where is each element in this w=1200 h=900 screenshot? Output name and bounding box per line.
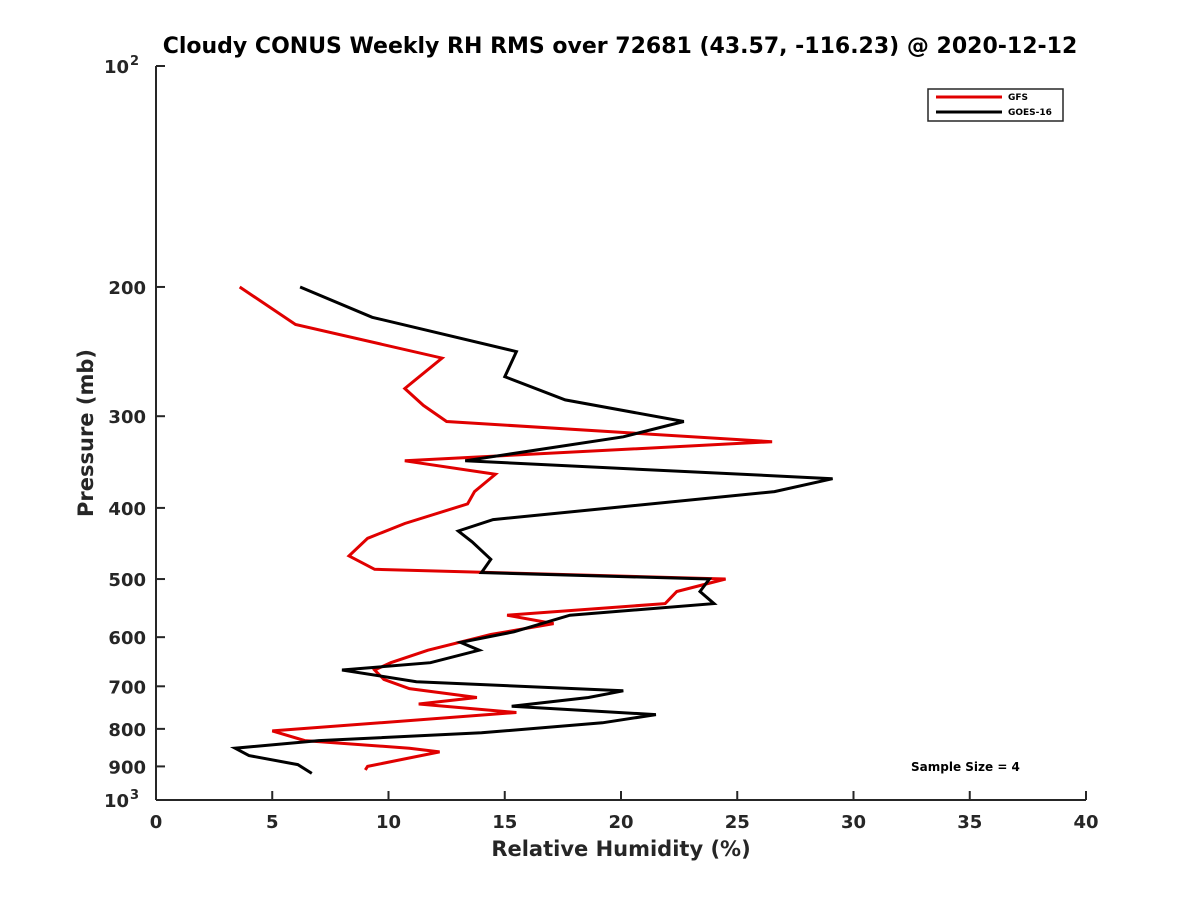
y-tick-label: 200 [108, 278, 146, 299]
legend: GFS GOES-16 [927, 88, 1064, 122]
y-tick-base: 10 [104, 57, 129, 78]
chart-title: Cloudy CONUS Weekly RH RMS over 72681 (4… [163, 34, 1078, 59]
x-tick-label: 15 [492, 812, 517, 833]
sample-size-annotation: Sample Size = 4 [911, 760, 1020, 774]
x-tick-label: 20 [608, 812, 633, 833]
series-line-gfs [238, 285, 773, 771]
y-axis-label: Pressure (mb) [74, 349, 98, 517]
x-tick-label: 5 [266, 812, 279, 833]
y-tick-label: 800 [108, 720, 146, 741]
y-tick-label: 10 [104, 791, 129, 812]
x-tick-label: 10 [376, 812, 401, 833]
y-tick-exponent: 2 [130, 54, 139, 69]
y-tick-label: 400 [108, 499, 146, 520]
x-tick-label: 35 [957, 812, 982, 833]
legend-label-goes16: GOES-16 [1008, 108, 1052, 118]
x-tick-label: 30 [841, 812, 866, 833]
y-tick-label: 300 [108, 407, 146, 428]
legend-label-gfs: GFS [1008, 93, 1028, 103]
x-ticks: 0 5 10 15 20 25 30 35 40 [150, 791, 1099, 833]
y-tick-label: 500 [108, 570, 146, 591]
x-tick-label: 0 [150, 812, 163, 833]
y-tick-label: 10 [104, 57, 129, 78]
series-line-goes16 [229, 285, 833, 775]
x-tick-label: 40 [1073, 812, 1098, 833]
legend-box [927, 88, 1064, 122]
y-tick-base: 10 [104, 791, 129, 812]
series-layer [229, 285, 833, 775]
x-axis-label: Relative Humidity (%) [491, 837, 750, 861]
x-tick-label: 25 [725, 812, 750, 833]
y-tick-label: 900 [108, 757, 146, 778]
y-tick-exponent: 3 [130, 788, 139, 803]
y-tick-label: 700 [108, 677, 146, 698]
y-tick-label: 600 [108, 628, 146, 649]
